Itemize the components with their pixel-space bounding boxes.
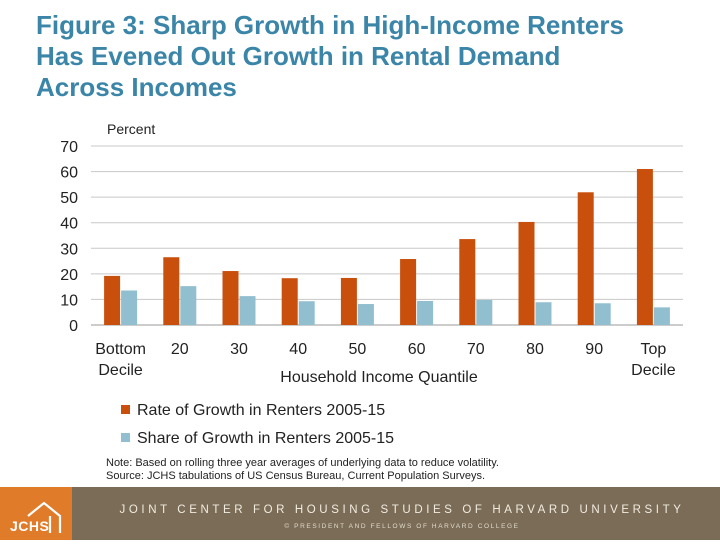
logo-text: JCHS <box>10 518 50 534</box>
bar <box>340 277 357 325</box>
x-tick-label: 40 <box>289 341 307 358</box>
y-tick-label: 20 <box>60 267 78 284</box>
chart-note: Note: Based on rolling three year averag… <box>106 457 499 483</box>
bar <box>239 296 256 325</box>
y-tick-label: 0 <box>69 318 78 335</box>
bar <box>577 192 594 325</box>
bar <box>222 271 239 325</box>
title-line: Figure 3: Sharp Growth in High-Income Re… <box>36 10 624 40</box>
x-tick-label: Decile <box>631 362 676 379</box>
bar <box>298 301 315 325</box>
bar <box>636 169 653 325</box>
x-tick-label: 80 <box>526 341 544 358</box>
bar <box>400 259 417 325</box>
title-line: Across Incomes <box>36 72 237 102</box>
y-tick-label: 70 <box>60 139 78 156</box>
y-tick-label: 60 <box>60 165 78 182</box>
x-tick-label: Decile <box>98 362 143 379</box>
bar <box>281 278 298 325</box>
bar <box>417 300 434 325</box>
bar <box>357 304 374 325</box>
note-line: Note: Based on rolling three year averag… <box>106 457 499 469</box>
x-tick-label: 30 <box>230 341 248 358</box>
legend-swatch <box>121 405 130 414</box>
y-tick-label: 50 <box>60 190 78 207</box>
organization-name: JOINT CENTER FOR HOUSING STUDIES OF HARV… <box>119 504 685 516</box>
bar <box>180 286 197 325</box>
bar <box>121 290 138 325</box>
y-tick-label: 30 <box>60 241 78 258</box>
footer-bar: JCHS JOINT CENTER FOR HOUSING STUDIES OF… <box>0 487 720 540</box>
x-axis-label: Household Income Quantile <box>280 369 478 386</box>
house-icon <box>27 501 62 533</box>
bar <box>535 302 552 325</box>
x-tick-label: 20 <box>171 341 189 358</box>
x-tick-label: 90 <box>585 341 603 358</box>
bar <box>476 299 493 325</box>
figure-title: Figure 3: Sharp Growth in High-Income Re… <box>36 10 696 103</box>
bar <box>594 303 611 325</box>
source-line: Source: JCHS tabulations of US Census Bu… <box>106 470 486 482</box>
x-tick-label: 60 <box>408 341 426 358</box>
x-tick-label: Top <box>641 341 667 358</box>
title-line: Has Evened Out Growth in Rental Demand <box>36 41 561 71</box>
x-tick-label: 50 <box>349 341 367 358</box>
bar <box>459 239 476 325</box>
bar <box>163 257 180 325</box>
y-tick-label: 10 <box>60 292 78 309</box>
legend-label: Rate of Growth in Renters 2005-15 <box>137 402 385 419</box>
y-tick-label: 40 <box>60 216 78 233</box>
bar <box>653 307 670 325</box>
x-tick-label: Bottom <box>95 341 146 358</box>
bar <box>518 221 535 325</box>
y-axis-label: Percent <box>107 121 155 137</box>
bar-chart: 0 10 20 30 40 50 60 70 Percent Bottom Decile 20 30 40… <box>60 121 683 447</box>
x-tick-label: 70 <box>467 341 485 358</box>
copyright-text: © PRESIDENT AND FELLOWS OF HARVARD COLLE… <box>284 523 520 530</box>
bar <box>104 275 121 325</box>
legend-swatch <box>121 433 130 442</box>
legend-label: Share of Growth in Renters 2005-15 <box>137 430 394 447</box>
jchs-logo: JCHS <box>0 487 72 540</box>
